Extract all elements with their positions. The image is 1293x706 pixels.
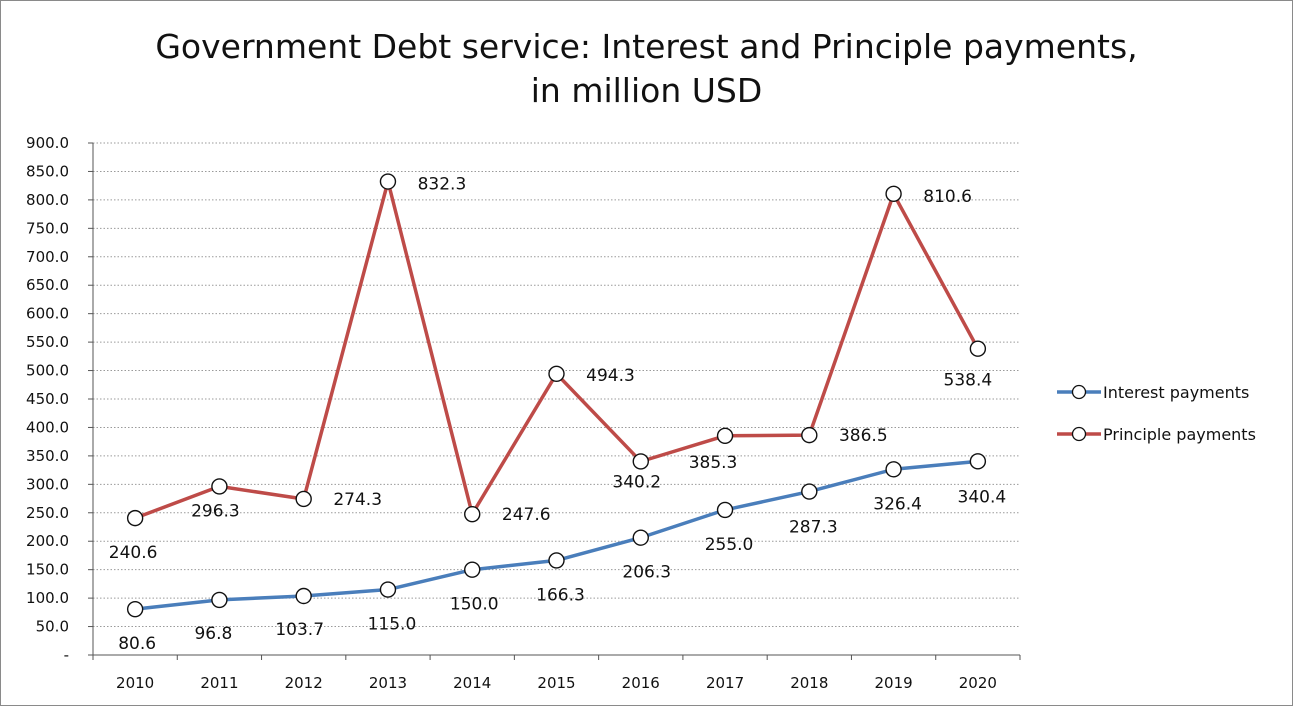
y-tick-label: 450.0 [26,390,69,408]
data-label: 247.6 [502,505,551,525]
data-point [885,185,902,203]
data-point [969,340,987,357]
y-tick-label: 200.0 [26,532,69,550]
x-tick-label: 2020 [959,674,997,692]
chart-title-line-2: in million USD [530,71,763,110]
data-label: 255.0 [705,535,754,555]
x-tick-label: 2019 [874,674,912,692]
y-tick-label: 550.0 [26,333,69,351]
x-tick-label: 2016 [622,674,660,692]
data-label: 80.6 [118,634,156,654]
data-label: 240.6 [109,543,158,563]
chart-title-line-1: Government Debt service: Interest and Pr… [155,27,1138,66]
y-tick-label: 250.0 [26,504,69,522]
legend-swatch-marker [1071,384,1087,400]
data-point [548,365,565,382]
data-point [379,173,397,190]
data-label: 386.5 [839,426,888,446]
legend: Interest payments Principle payments [1057,383,1256,444]
data-label: 274.3 [333,490,382,510]
y-tick-label: 400.0 [26,418,69,436]
y-tick-label: 300.0 [26,475,69,493]
data-label: 340.4 [958,487,1007,507]
data-label: 832.3 [418,175,467,195]
data-point [464,505,481,523]
data-point [126,600,144,618]
data-point [211,478,228,495]
y-tick-label: 900.0 [26,134,69,152]
data-label: 296.3 [191,501,240,521]
data-point [716,501,734,519]
data-label: 538.4 [944,371,993,391]
data-label: 150.0 [450,595,499,615]
series-principle-payments: 240.6 296.3 274.3 832.3 247.6 494.3 340.2 385.3… [109,173,993,563]
y-tick-label: 600.0 [26,305,69,323]
legend-label: Principle payments [1103,425,1256,444]
data-point [716,427,734,445]
y-tick-label: 100.0 [26,589,69,607]
data-point [126,509,144,527]
data-point [885,461,902,478]
data-label: 340.2 [612,472,661,492]
legend-item-principle-payments: Principle payments [1057,425,1256,444]
data-point [464,561,481,578]
data-label: 326.4 [873,494,922,514]
y-tick-label: - [64,646,69,664]
x-tick-label: 2017 [706,674,744,692]
x-tick-label: 2015 [537,674,575,692]
x-tick-label: 2012 [285,674,323,692]
legend-item-interest-payments: Interest payments [1057,383,1249,402]
y-tick-label: 750.0 [26,219,69,237]
data-point [632,453,649,470]
x-tick-label: 2018 [790,674,828,692]
data-label: 287.3 [789,518,838,538]
y-tick-label: 850.0 [26,162,69,180]
data-label: 103.7 [275,620,324,640]
data-point [548,552,565,569]
data-point [632,529,649,546]
series-line [134,179,980,520]
y-tick-label: 700.0 [26,248,69,266]
data-label: 206.3 [622,563,671,583]
series-interest-payments: 80.6 96.8 103.7 115.0 150.0 166.3 206.3 255.0 28… [118,453,1007,654]
x-tick-label: 2013 [369,674,407,692]
x-tick-label: 2010 [116,674,154,692]
y-tick-label: 150.0 [26,561,69,579]
x-tick-label: 2014 [453,674,491,692]
data-point [801,426,818,444]
data-label: 115.0 [368,615,417,635]
legend-label: Interest payments [1103,383,1249,402]
x-axis-ticks: 2010 2011 2012 2013 2014 2015 2016 2017 2018 2019… [92,655,1021,692]
data-point [969,453,987,470]
data-point [379,581,397,598]
data-label: 385.3 [689,453,738,473]
data-point [295,490,312,508]
data-label: 810.6 [923,187,972,207]
y-tick-label: 800.0 [26,191,69,209]
data-point [801,483,818,500]
y-tick-label: 350.0 [26,447,69,465]
y-tick-label: 50.0 [36,618,69,636]
y-axis-ticks: - 50.0 100.0 150.0 200.0 250.0 300.0 350.0 400.0… [26,134,93,664]
data-label: 96.8 [194,624,232,644]
data-label: 494.3 [586,366,635,386]
chart-title: Government Debt service: Interest and Pr… [1,25,1292,113]
y-tick-label: 650.0 [26,276,69,294]
data-label: 166.3 [536,585,585,605]
x-tick-label: 2011 [200,674,238,692]
data-point [211,591,228,609]
legend-swatch-marker [1071,426,1087,442]
y-tick-label: 500.0 [26,362,69,380]
data-point [295,587,312,605]
